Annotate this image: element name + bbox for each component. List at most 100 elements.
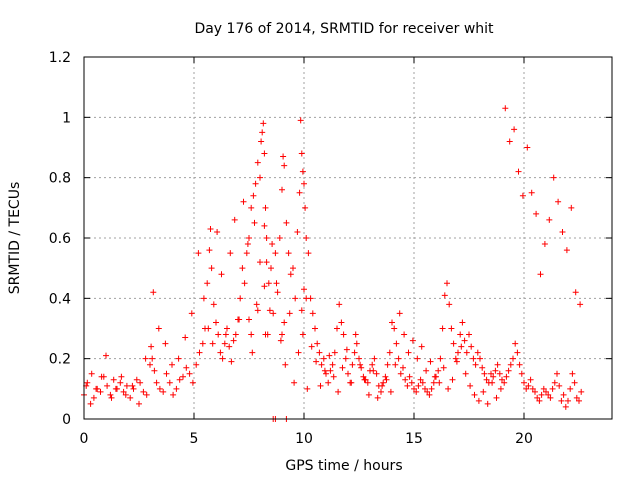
- data-point: [162, 340, 169, 347]
- data-point: [316, 349, 323, 356]
- data-point: [389, 319, 395, 326]
- data-point: [449, 376, 456, 383]
- data-point: [409, 337, 416, 344]
- data-point: [562, 403, 569, 410]
- data-point: [186, 370, 193, 377]
- data-point: [160, 388, 167, 395]
- data-point: [523, 385, 530, 392]
- data-point: [279, 331, 285, 338]
- data-point: [251, 219, 258, 226]
- data-point: [472, 361, 479, 368]
- data-point: [301, 180, 307, 187]
- data-point: [205, 325, 212, 332]
- data-point: [257, 259, 263, 266]
- data-point: [292, 295, 299, 302]
- data-point: [392, 361, 399, 368]
- data-point: [129, 382, 136, 389]
- data-point: [290, 265, 296, 272]
- data-point: [130, 385, 137, 392]
- data-point: [173, 385, 180, 392]
- data-point: [199, 340, 206, 347]
- data-point: [317, 382, 324, 389]
- data-point: [384, 361, 391, 368]
- data-point: [549, 385, 556, 392]
- data-point: [560, 391, 567, 398]
- x-tick-label: 0: [80, 431, 89, 447]
- data-point: [374, 394, 381, 401]
- data-point: [266, 307, 273, 314]
- data-point: [457, 331, 464, 338]
- data-point: [136, 400, 142, 407]
- data-point: [400, 364, 406, 371]
- data-point: [507, 361, 514, 368]
- data-point: [309, 310, 316, 317]
- data-point: [339, 364, 346, 371]
- data-point: [506, 138, 513, 145]
- data-point: [393, 340, 400, 347]
- data-point: [325, 379, 332, 386]
- data-point: [303, 295, 310, 302]
- data-point: [327, 367, 334, 374]
- data-point: [435, 367, 442, 374]
- data-point: [182, 334, 189, 341]
- data-point: [149, 355, 156, 362]
- data-point: [170, 391, 177, 398]
- data-point: [156, 385, 163, 392]
- data-point: [260, 120, 267, 127]
- data-point: [304, 385, 311, 392]
- data-point: [253, 301, 260, 308]
- data-point: [206, 247, 213, 254]
- data-point: [391, 325, 398, 332]
- data-point: [120, 388, 127, 395]
- data-point: [318, 361, 325, 368]
- data-point: [305, 250, 312, 257]
- data-point: [477, 355, 483, 362]
- data-point: [479, 364, 486, 371]
- data-point: [248, 331, 255, 338]
- data-point: [529, 385, 536, 392]
- data-point: [118, 373, 125, 380]
- chart-title: Day 176 of 2014, SRMTID for receiver whi…: [194, 21, 494, 37]
- data-point: [418, 343, 425, 350]
- data-point: [459, 319, 466, 326]
- x-tick-label: 5: [190, 431, 199, 447]
- data-point: [326, 352, 333, 359]
- data-point: [414, 355, 421, 362]
- data-point: [370, 367, 377, 374]
- data-point: [259, 129, 266, 136]
- data-point: [335, 388, 342, 395]
- data-point: [291, 379, 298, 386]
- data-point: [528, 189, 535, 196]
- data-point: [112, 385, 119, 392]
- data-point: [555, 198, 562, 205]
- data-point: [143, 391, 150, 398]
- data-point: [474, 349, 481, 356]
- data-point: [503, 373, 510, 380]
- data-point: [273, 280, 280, 287]
- data-point: [450, 340, 457, 347]
- data-point: [411, 385, 417, 392]
- y-tick-label: 1.2: [49, 50, 71, 66]
- data-point: [405, 349, 412, 356]
- data-point: [299, 331, 306, 338]
- data-point: [148, 343, 155, 350]
- data-point: [103, 352, 109, 359]
- data-point: [301, 286, 307, 293]
- data-point: [219, 355, 226, 362]
- data-point: [516, 361, 523, 368]
- data-point: [331, 349, 338, 356]
- data-point: [524, 144, 531, 151]
- data-point: [471, 391, 478, 398]
- data-point: [166, 379, 173, 386]
- data-point: [373, 370, 380, 377]
- data-point: [536, 397, 543, 404]
- data-point: [455, 349, 461, 356]
- data-point: [511, 126, 518, 133]
- data-point: [537, 271, 544, 278]
- data-point: [272, 250, 279, 257]
- data-point: [546, 216, 553, 223]
- data-point: [93, 385, 100, 392]
- data-point: [228, 358, 235, 365]
- y-tick-label: 1: [62, 110, 71, 126]
- data-point: [127, 394, 134, 401]
